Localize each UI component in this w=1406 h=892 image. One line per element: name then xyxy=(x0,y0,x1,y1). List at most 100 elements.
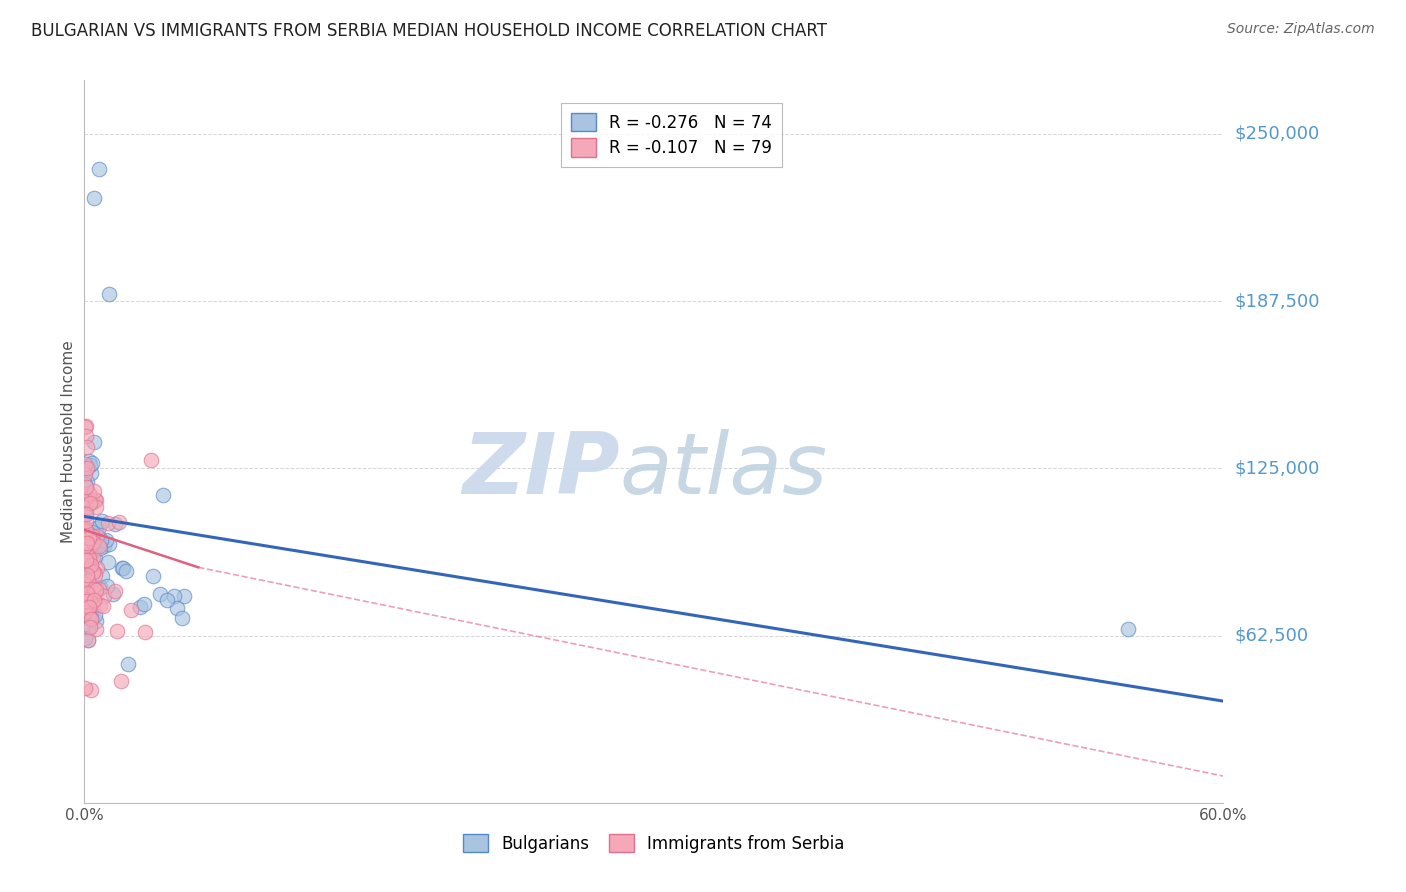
Point xyxy=(104,584,127,599)
Point xyxy=(77,532,100,546)
Point xyxy=(76,632,98,647)
Point xyxy=(94,533,117,547)
Y-axis label: Median Household Income: Median Household Income xyxy=(60,340,76,543)
Point xyxy=(79,496,101,510)
Point xyxy=(76,461,98,475)
Point xyxy=(75,524,97,539)
Point xyxy=(79,530,101,544)
Point xyxy=(75,552,97,566)
Point xyxy=(82,457,104,471)
Point xyxy=(77,533,100,548)
Point xyxy=(107,516,129,530)
Point xyxy=(86,561,108,575)
Text: $250,000: $250,000 xyxy=(1234,125,1320,143)
Point xyxy=(83,191,105,205)
Point xyxy=(79,458,101,473)
Point xyxy=(76,602,98,616)
Point xyxy=(75,681,97,695)
Point xyxy=(173,590,195,604)
Point xyxy=(166,600,188,615)
Point xyxy=(87,539,110,553)
Point xyxy=(84,622,107,636)
Point xyxy=(73,420,96,434)
Point xyxy=(76,566,98,581)
Point xyxy=(149,587,172,601)
Point xyxy=(75,467,97,481)
Point xyxy=(139,453,162,467)
Point xyxy=(79,540,101,554)
Point xyxy=(75,555,97,569)
Point xyxy=(77,599,100,614)
Point xyxy=(79,683,101,698)
Point xyxy=(76,562,98,576)
Point xyxy=(82,495,104,509)
Point xyxy=(77,487,100,501)
Point xyxy=(80,492,103,507)
Text: $62,500: $62,500 xyxy=(1234,626,1309,645)
Text: atlas: atlas xyxy=(620,429,828,512)
Point xyxy=(75,565,97,579)
Point xyxy=(77,599,100,614)
Point xyxy=(75,429,97,443)
Point xyxy=(82,536,104,550)
Point xyxy=(75,576,97,591)
Point xyxy=(77,608,100,623)
Point xyxy=(76,578,98,592)
Point xyxy=(83,608,105,623)
Point xyxy=(82,536,104,550)
Point xyxy=(105,624,128,639)
Point xyxy=(79,615,101,630)
Point xyxy=(89,582,111,596)
Point xyxy=(75,585,97,599)
Point xyxy=(80,467,103,481)
Point xyxy=(76,586,98,600)
Point xyxy=(75,493,97,508)
Point xyxy=(80,598,103,612)
Point xyxy=(89,520,111,534)
Point xyxy=(76,568,98,582)
Point xyxy=(82,535,104,549)
Point xyxy=(73,522,96,536)
Text: BULGARIAN VS IMMIGRANTS FROM SERBIA MEDIAN HOUSEHOLD INCOME CORRELATION CHART: BULGARIAN VS IMMIGRANTS FROM SERBIA MEDI… xyxy=(31,22,827,40)
Point xyxy=(73,590,96,604)
Point xyxy=(73,539,96,553)
Point xyxy=(80,611,103,625)
Point xyxy=(75,591,97,606)
Point xyxy=(75,476,97,491)
Text: Source: ZipAtlas.com: Source: ZipAtlas.com xyxy=(1227,22,1375,37)
Point xyxy=(79,593,101,607)
Point xyxy=(111,561,134,575)
Point xyxy=(83,493,105,508)
Point xyxy=(73,457,96,471)
Point xyxy=(97,555,120,569)
Point xyxy=(117,657,139,671)
Point xyxy=(97,516,120,531)
Point xyxy=(75,521,97,535)
Point xyxy=(120,603,142,617)
Point xyxy=(82,549,104,564)
Point xyxy=(91,599,114,614)
Point xyxy=(83,541,105,555)
Point xyxy=(75,540,97,554)
Point xyxy=(86,582,108,597)
Point xyxy=(75,632,97,646)
Point xyxy=(90,569,112,583)
Point xyxy=(77,538,100,552)
Point xyxy=(83,434,105,449)
Point xyxy=(77,486,100,500)
Point xyxy=(83,582,105,596)
Point xyxy=(142,568,165,582)
Point xyxy=(83,483,105,498)
Point xyxy=(76,525,98,540)
Point xyxy=(82,593,104,607)
Point xyxy=(134,625,156,640)
Point xyxy=(76,475,98,489)
Legend: Bulgarians, Immigrants from Serbia: Bulgarians, Immigrants from Serbia xyxy=(456,828,852,860)
Point xyxy=(172,610,194,624)
Point xyxy=(1118,622,1140,636)
Point xyxy=(84,492,107,507)
Point xyxy=(98,287,121,301)
Point xyxy=(93,589,115,603)
Point xyxy=(79,620,101,634)
Point xyxy=(115,564,138,578)
